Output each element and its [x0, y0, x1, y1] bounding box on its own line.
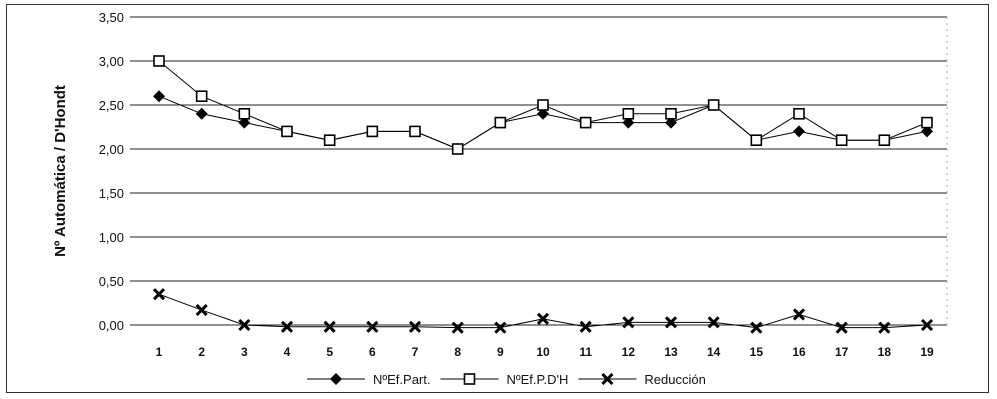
- x-tick-label: 15: [750, 345, 764, 359]
- data-point: [921, 116, 933, 129]
- legend-marker: [330, 373, 342, 385]
- data-point: [152, 288, 166, 301]
- series-2: [153, 55, 933, 155]
- x-tick-label: 14: [707, 345, 721, 359]
- data-point: [622, 316, 635, 329]
- legend-label: NºEf.P.D'H: [506, 372, 568, 387]
- data-point: [195, 303, 208, 317]
- data-point: [408, 320, 422, 333]
- x-tick-label: 2: [198, 345, 205, 359]
- data-point: [579, 116, 592, 129]
- data-point: [622, 108, 635, 120]
- x-tick-label: 9: [497, 345, 504, 359]
- data-point: [793, 125, 805, 138]
- data-point: [537, 99, 549, 111]
- legend-item: NºEf.P.D'H: [440, 372, 568, 387]
- series-3: [152, 288, 934, 334]
- y-tick-label: 1,00: [99, 230, 124, 245]
- data-point: [707, 316, 720, 329]
- data-point: [195, 107, 208, 120]
- data-point: [835, 134, 848, 146]
- data-point: [451, 321, 464, 334]
- x-tick-label: 16: [792, 345, 806, 359]
- data-point: [750, 134, 763, 146]
- data-point: [366, 320, 379, 333]
- legend-label: Reducción: [644, 372, 705, 387]
- x-tick-label: 7: [412, 345, 419, 359]
- data-point: [494, 321, 507, 334]
- legend-marker: [463, 373, 476, 385]
- y-tick-label: 0,50: [99, 274, 124, 289]
- y-tick-label: 2,00: [99, 142, 124, 157]
- data-point: [750, 321, 763, 334]
- data-point: [281, 125, 293, 138]
- data-point: [409, 125, 421, 138]
- series-line: [158, 293, 928, 329]
- data-point: [920, 318, 934, 332]
- data-point: [878, 134, 891, 146]
- x-tick-label: 11: [579, 345, 592, 359]
- data-point: [323, 320, 336, 333]
- y-tick-label: 3,50: [99, 10, 124, 25]
- x-tick-label: 13: [664, 345, 678, 359]
- data-point: [579, 320, 592, 333]
- data-point: [494, 116, 507, 129]
- x-tick-label: 18: [878, 345, 892, 359]
- data-point: [238, 108, 251, 120]
- data-point: [537, 107, 549, 120]
- data-point: [835, 321, 848, 334]
- x-tick-labels: 1 2 3 4 5 6 7 8 9 10 11 12 13 14 15 16 17 18 19: [156, 345, 934, 359]
- x-tick-label: 4: [284, 345, 291, 359]
- data-point: [280, 320, 294, 333]
- y-tick-labels: 0,00 0,50 1,00 1,50 2,00 2,50 3,00 3,50: [99, 10, 124, 333]
- data-point: [536, 312, 550, 325]
- legend-label: NºEf.Part.: [373, 372, 430, 387]
- data-point: [664, 316, 678, 329]
- data-point: [665, 108, 677, 120]
- legend-marker: [601, 372, 614, 386]
- data-point: [451, 143, 464, 155]
- legend-item: Reducción: [578, 372, 706, 387]
- y-tick-label: 3,00: [99, 54, 124, 69]
- x-tick-label: 17: [835, 345, 849, 359]
- x-tick-label: 8: [454, 345, 461, 359]
- y-tick-label: 2,50: [99, 98, 124, 113]
- x-tick-label: 19: [920, 345, 934, 359]
- legend: NºEf.Part. NºEf.P.D'H Reducción: [307, 372, 706, 387]
- legend-item: NºEf.Part.: [307, 372, 430, 387]
- data-point: [366, 125, 379, 138]
- data-point: [793, 108, 805, 120]
- x-tick-label: 6: [369, 345, 376, 359]
- data-point: [153, 55, 165, 67]
- data-point: [792, 308, 806, 321]
- x-tick-label: 1: [156, 345, 163, 359]
- x-tick-label: 10: [536, 345, 550, 359]
- y-axis-label: Nº Automática / D'Hondt: [52, 85, 69, 257]
- series-group: [152, 55, 934, 334]
- gridlines: [130, 16, 948, 326]
- x-tick-label: 3: [241, 345, 248, 359]
- x-tick-label: 5: [326, 345, 333, 359]
- data-point: [238, 318, 251, 332]
- y-tick-label: 1,50: [99, 186, 124, 201]
- y-tick-label: 0,00: [99, 318, 124, 333]
- data-point: [153, 90, 165, 103]
- data-point: [323, 134, 336, 146]
- data-point: [878, 321, 891, 334]
- data-point: [707, 99, 720, 111]
- x-tick-label: 12: [622, 345, 636, 359]
- data-point: [195, 90, 208, 102]
